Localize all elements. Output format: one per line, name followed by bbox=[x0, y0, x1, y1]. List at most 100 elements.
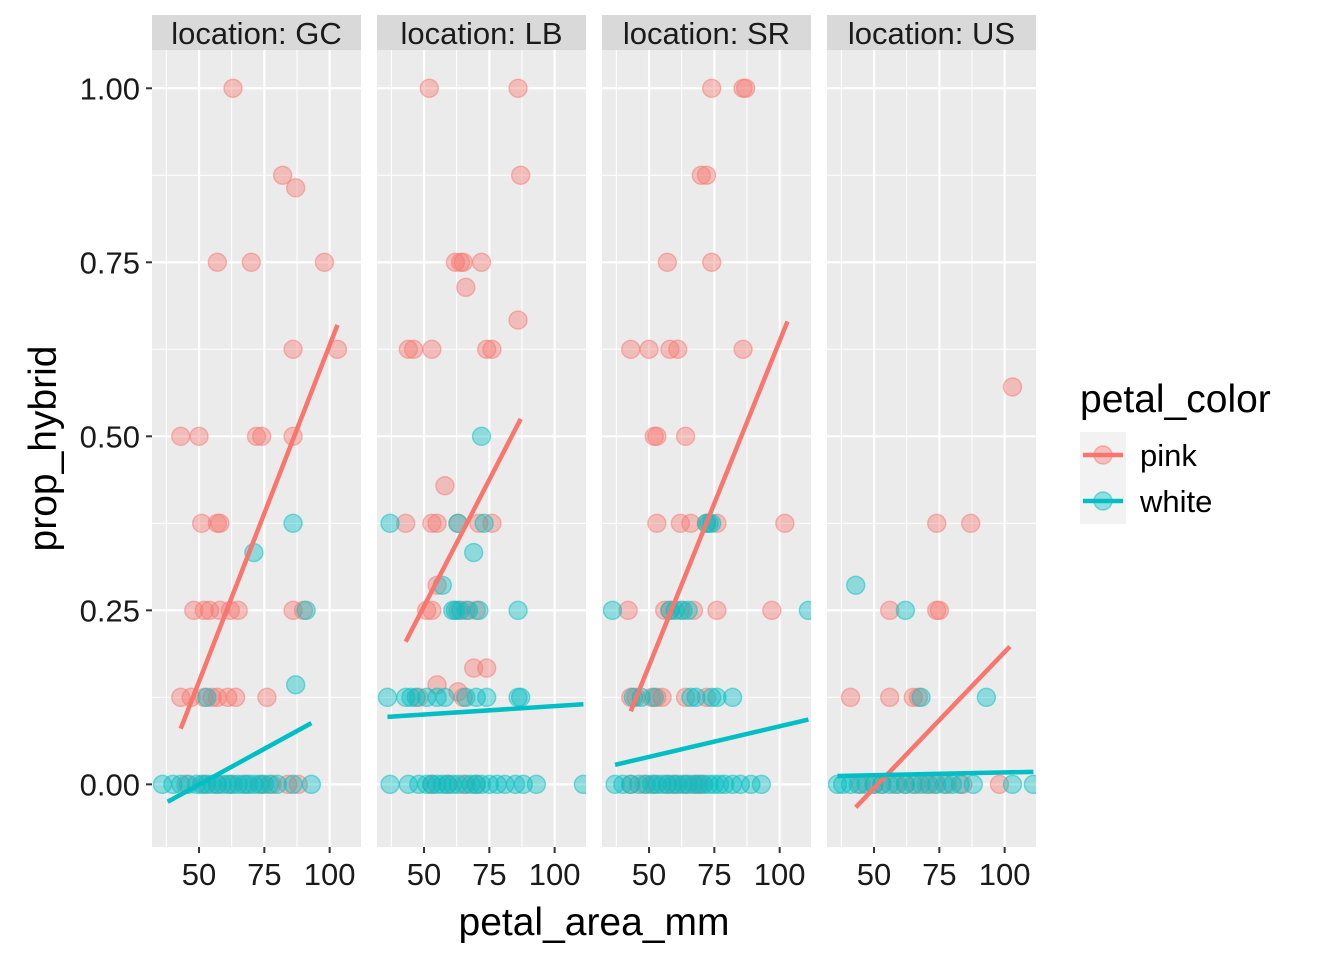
y-axis-title: prop_hybrid bbox=[22, 346, 65, 552]
data-point-pink bbox=[903, 687, 923, 708]
series-white bbox=[377, 426, 586, 795]
data-point-pink bbox=[471, 252, 492, 273]
data-point-white bbox=[602, 600, 623, 621]
x-tick-label: 75 bbox=[697, 857, 731, 892]
data-point-white bbox=[427, 687, 447, 708]
legend-key-pink bbox=[1080, 432, 1126, 478]
data-point-pink bbox=[223, 78, 243, 98]
fit-line-pink bbox=[403, 417, 523, 643]
facet-strip bbox=[827, 15, 1036, 50]
data-point-white bbox=[416, 774, 437, 795]
data-point-white bbox=[673, 774, 693, 795]
data-point-white bbox=[657, 774, 678, 795]
data-point-pink bbox=[189, 426, 209, 447]
data-point-white bbox=[463, 542, 484, 563]
x-tick-label: 100 bbox=[304, 857, 356, 892]
major-gridlines bbox=[152, 50, 361, 847]
x-tick-label: 100 bbox=[529, 857, 581, 892]
data-point-pink bbox=[171, 426, 191, 447]
data-point-pink bbox=[445, 252, 466, 273]
data-marks bbox=[827, 377, 1036, 809]
data-point-white bbox=[673, 600, 693, 621]
data-point-white bbox=[228, 774, 248, 795]
y-tick-label: 1.00 bbox=[80, 71, 140, 106]
facet-strip-label: location: LB bbox=[401, 16, 563, 51]
data-point-white bbox=[471, 426, 492, 447]
data-point-white bbox=[605, 774, 625, 795]
data-point-white bbox=[741, 774, 761, 795]
data-point-white bbox=[474, 513, 494, 534]
data-point-pink bbox=[246, 426, 267, 447]
data-point-white bbox=[678, 600, 698, 621]
data-point-pink bbox=[702, 78, 722, 98]
data-point-pink bbox=[735, 78, 756, 98]
data-point-pink bbox=[419, 78, 439, 98]
data-point-pink bbox=[618, 600, 638, 621]
x-axis-title: petal_area_mm bbox=[459, 901, 730, 944]
minor-gridlines bbox=[602, 50, 811, 847]
data-point-pink bbox=[435, 476, 455, 496]
data-point-white bbox=[702, 687, 722, 708]
panel-background bbox=[827, 50, 1036, 847]
data-point-white bbox=[197, 687, 217, 708]
data-point-white bbox=[432, 774, 453, 795]
data-point-pink bbox=[218, 687, 238, 708]
data-point-pink bbox=[660, 339, 680, 360]
data-point-white bbox=[678, 774, 698, 795]
data-point-white bbox=[681, 687, 701, 708]
data-point-white bbox=[668, 774, 688, 795]
data-point-pink bbox=[508, 78, 528, 98]
data-point-white bbox=[621, 774, 641, 795]
data-point-pink bbox=[670, 513, 691, 534]
data-point-pink bbox=[477, 658, 497, 678]
data-point-pink bbox=[675, 426, 696, 447]
data-point-pink bbox=[960, 513, 981, 534]
data-point-pink bbox=[477, 339, 497, 360]
data-point-white bbox=[401, 687, 421, 708]
data-point-pink bbox=[398, 339, 419, 360]
data-point-pink bbox=[691, 165, 711, 185]
data-point-white bbox=[244, 774, 264, 795]
data-point-white bbox=[435, 687, 455, 708]
data-point-white bbox=[380, 513, 400, 534]
fit-line-white bbox=[387, 702, 584, 720]
data-point-pink bbox=[257, 687, 277, 708]
data-point-pink bbox=[272, 165, 293, 185]
series-white bbox=[602, 513, 811, 795]
data-point-pink bbox=[675, 687, 696, 708]
data-point-pink bbox=[427, 513, 447, 534]
data-point-white bbox=[471, 774, 492, 795]
fit-line-white bbox=[837, 769, 1034, 779]
data-point-white bbox=[895, 600, 916, 621]
x-tick-label: 50 bbox=[407, 857, 441, 892]
legend-label-pink: pink bbox=[1140, 438, 1197, 473]
data-point-white bbox=[707, 687, 727, 708]
data-point-pink bbox=[775, 513, 795, 534]
data-point-pink bbox=[453, 252, 473, 273]
data-point-pink bbox=[840, 687, 861, 708]
data-point-pink bbox=[194, 600, 214, 621]
data-point-white bbox=[422, 774, 442, 795]
facet-strip bbox=[377, 15, 586, 50]
data-point-white bbox=[911, 687, 931, 708]
data-point-white bbox=[730, 774, 751, 795]
data-point-pink bbox=[283, 339, 303, 360]
x-tick-label: 50 bbox=[182, 857, 216, 892]
data-point-pink bbox=[647, 513, 667, 534]
data-point-pink bbox=[508, 310, 528, 330]
data-point-white bbox=[396, 687, 416, 708]
data-point-pink bbox=[171, 687, 191, 708]
data-point-pink bbox=[456, 277, 476, 298]
data-point-white bbox=[683, 774, 704, 795]
minor-gridlines bbox=[827, 50, 1036, 847]
data-point-white bbox=[641, 774, 662, 795]
data-point-white bbox=[380, 774, 400, 795]
x-tick-label: 50 bbox=[857, 857, 891, 892]
legend-title: petal_color bbox=[1080, 378, 1271, 421]
data-point-pink bbox=[880, 687, 900, 708]
data-point-white bbox=[238, 774, 259, 795]
data-point-pink bbox=[184, 600, 204, 621]
data-point-white bbox=[456, 687, 476, 708]
data-point-pink bbox=[707, 600, 727, 621]
